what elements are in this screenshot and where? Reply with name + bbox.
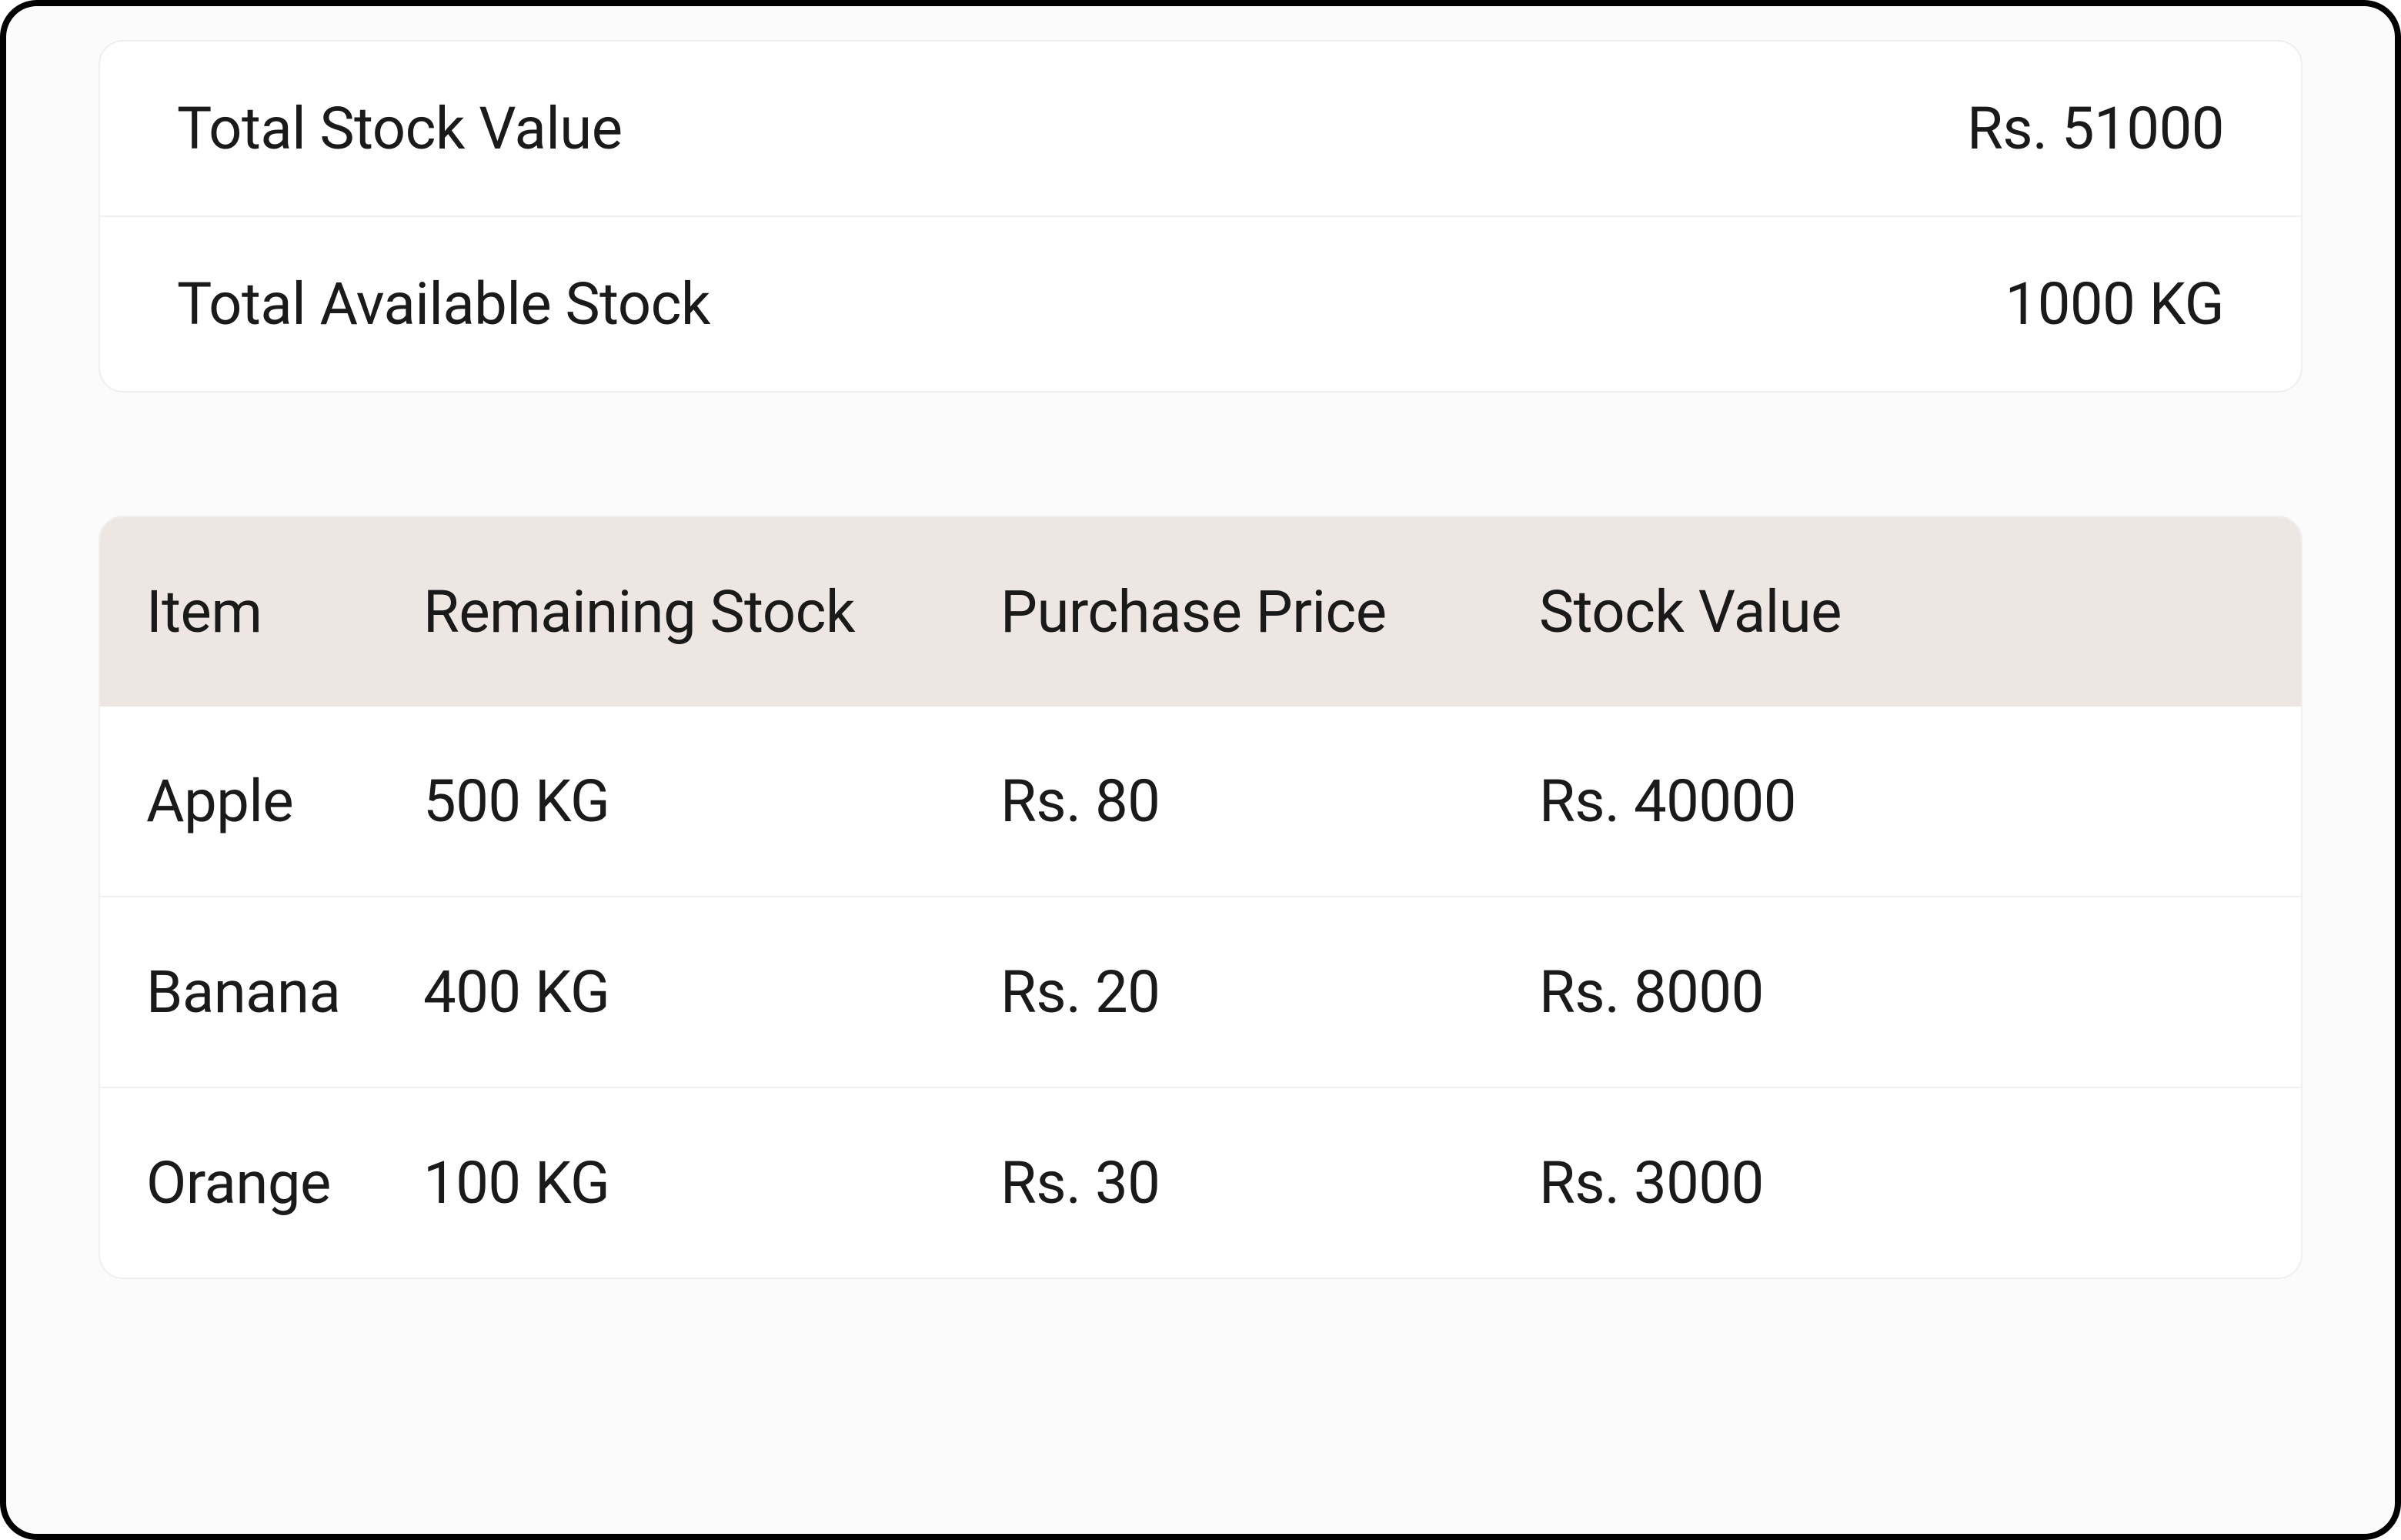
cell-stock-value: Rs. 8000 [1539, 957, 2255, 1027]
cell-remaining-stock: 500 KG [423, 767, 1000, 836]
cell-stock-value: Rs. 3000 [1539, 1148, 2255, 1218]
cell-remaining-stock: 100 KG [423, 1148, 1000, 1218]
summary-row-total-stock-value: Total Stock Value Rs. 51000 [100, 42, 2301, 215]
summary-label: Total Stock Value [177, 94, 623, 163]
cell-purchase-price: Rs. 80 [1000, 767, 1539, 836]
table-body: Apple 500 KG Rs. 80 Rs. 40000 Banana 400… [100, 707, 2301, 1278]
col-header-item: Item [146, 577, 423, 646]
summary-value: Rs. 51000 [1967, 94, 2224, 163]
summary-row-total-available-stock: Total Available Stock 1000 KG [100, 215, 2301, 391]
cell-remaining-stock: 400 KG [423, 957, 1000, 1027]
cell-item: Apple [146, 767, 423, 836]
cell-stock-value: Rs. 40000 [1539, 767, 2255, 836]
cell-purchase-price: Rs. 20 [1000, 957, 1539, 1027]
summary-label: Total Available Stock [177, 269, 710, 339]
col-header-purchase-price: Purchase Price [1000, 577, 1539, 646]
summary-card: Total Stock Value Rs. 51000 Total Availa… [99, 40, 2302, 393]
col-header-remaining-stock: Remaining Stock [423, 577, 1000, 646]
cell-item: Banana [146, 957, 423, 1027]
summary-value: 1000 KG [2005, 269, 2224, 339]
stock-table: Item Remaining Stock Purchase Price Stoc… [99, 516, 2302, 1279]
table-row: Orange 100 KG Rs. 30 Rs. 3000 [100, 1087, 2301, 1278]
table-header-row: Item Remaining Stock Purchase Price Stoc… [100, 517, 2301, 707]
col-header-stock-value: Stock Value [1539, 577, 2255, 646]
table-row: Apple 500 KG Rs. 80 Rs. 40000 [100, 707, 2301, 896]
stock-report-frame: Total Stock Value Rs. 51000 Total Availa… [0, 0, 2401, 1540]
cell-item: Orange [146, 1148, 423, 1218]
table-row: Banana 400 KG Rs. 20 Rs. 8000 [100, 896, 2301, 1087]
cell-purchase-price: Rs. 30 [1000, 1148, 1539, 1218]
